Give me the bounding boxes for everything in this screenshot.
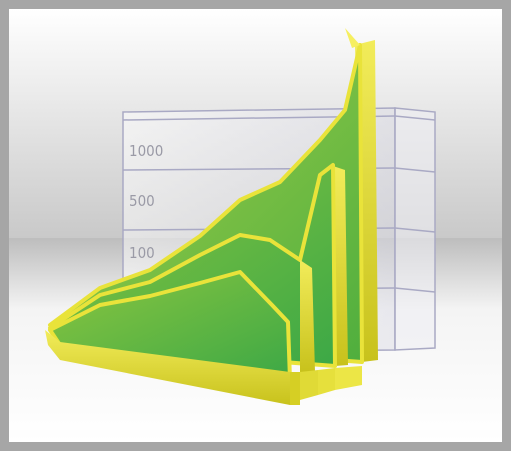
axis-label: 1000 bbox=[129, 142, 163, 160]
axis-label: 100 bbox=[129, 244, 155, 262]
axis-label: 500 bbox=[129, 192, 155, 210]
chart-shape bbox=[45, 28, 378, 405]
